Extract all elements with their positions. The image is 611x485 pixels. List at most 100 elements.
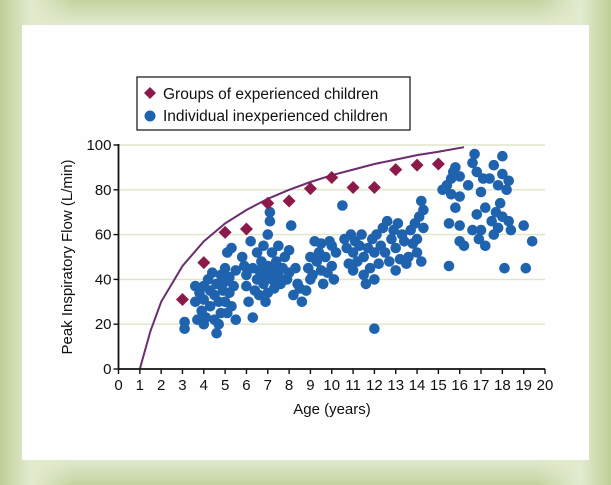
individual-point — [443, 260, 455, 272]
individual-point — [526, 236, 538, 247]
individual-point — [386, 233, 397, 245]
individual-point — [454, 220, 466, 231]
individual-point — [418, 222, 429, 234]
individual-point — [260, 296, 271, 308]
individual-point — [390, 242, 402, 254]
y-axis-title: Peak Inspiratory Flow (L/min) — [59, 159, 76, 354]
individual-point — [179, 316, 190, 328]
individual-point — [283, 245, 295, 256]
x-tick-label: 4 — [200, 377, 208, 394]
x-tick-label: 1 — [136, 377, 144, 394]
group-point — [218, 225, 232, 239]
legend-label-groups: Groups of experienced children — [163, 86, 378, 103]
individual-point — [416, 256, 427, 267]
individual-point — [480, 240, 491, 252]
individual-point — [230, 265, 242, 276]
x-tick-label: 12 — [366, 377, 383, 394]
individual-point — [296, 296, 308, 308]
individual-point — [480, 202, 491, 213]
group-point — [239, 222, 253, 236]
individual-point — [320, 251, 331, 263]
individual-point — [241, 280, 252, 292]
individual-point — [450, 162, 461, 173]
individual-point — [497, 150, 508, 162]
individual-point — [494, 197, 506, 209]
individual-point — [347, 247, 359, 258]
individual-point — [311, 256, 323, 267]
individual-point — [503, 175, 514, 187]
individual-point — [273, 240, 284, 252]
individual-point — [285, 220, 297, 231]
individual-point — [501, 184, 512, 196]
individual-point — [373, 258, 385, 270]
individual-point — [416, 195, 427, 207]
individual-point — [503, 215, 514, 227]
individual-point — [226, 301, 237, 312]
group-point — [367, 181, 381, 195]
individual-point — [454, 191, 466, 202]
individual-point — [300, 285, 312, 296]
x-tick-label: 0 — [114, 377, 122, 394]
individual-point — [462, 180, 474, 191]
individual-point — [467, 224, 478, 236]
x-axis-title: Age (years) — [293, 401, 371, 418]
individual-point — [354, 240, 365, 252]
group-point — [197, 256, 211, 270]
group-point — [325, 170, 339, 184]
individual-point — [469, 148, 480, 160]
individual-point — [458, 240, 470, 252]
legend-diamond-icon — [144, 87, 156, 99]
x-tick-label: 2 — [157, 377, 165, 394]
individual-point — [360, 278, 372, 290]
individual-point — [200, 312, 212, 323]
individual-point — [358, 251, 370, 263]
individual-point — [411, 247, 423, 258]
x-tick-label: 9 — [306, 377, 314, 394]
individual-point — [337, 200, 348, 211]
individual-point — [211, 278, 222, 290]
individual-point — [497, 168, 508, 180]
individual-point — [471, 166, 483, 178]
legend-box — [136, 76, 411, 131]
individual-point — [198, 294, 210, 305]
individual-point — [484, 173, 495, 184]
individual-point — [288, 289, 299, 301]
individual-point — [411, 233, 423, 245]
individual-point — [219, 262, 231, 274]
x-tick-label: 3 — [178, 377, 186, 394]
axes — [113, 144, 546, 374]
individual-point — [467, 157, 478, 169]
individual-point — [253, 289, 265, 301]
individual-point — [356, 229, 367, 240]
individual-point — [290, 262, 301, 274]
x-tick-label: 8 — [285, 377, 293, 394]
individual-point — [369, 323, 380, 335]
x-tick-label: 11 — [345, 377, 361, 394]
individual-point — [236, 251, 248, 263]
x-tick-labels: 0 1 2 3 4 5 6 7 8 9 10 11 12 13 14 15 16 17 18 19 20 — [114, 377, 553, 394]
individual-point — [266, 247, 278, 258]
group-point — [261, 196, 275, 210]
individual-point — [190, 296, 201, 308]
individual-point — [390, 265, 402, 276]
individual-point — [399, 236, 410, 247]
individual-point — [475, 186, 487, 198]
y-tick-label: 100 — [86, 137, 111, 154]
y-tick-label: 80 — [95, 182, 112, 199]
individual-point — [488, 159, 500, 171]
individual-point — [492, 222, 504, 234]
group-point — [175, 293, 189, 307]
individual-point — [264, 215, 276, 227]
individual-point — [258, 278, 269, 290]
x-tick-label: 19 — [515, 377, 532, 394]
individual-point — [262, 229, 274, 240]
individual-point — [204, 301, 216, 312]
individual-point — [384, 256, 395, 267]
group-points — [175, 157, 445, 307]
individual-point — [224, 271, 235, 283]
x-tick-label: 17 — [473, 377, 490, 394]
group-point — [303, 182, 317, 196]
individual-point — [364, 262, 376, 274]
individual-point — [213, 318, 224, 330]
x-tick-label: 15 — [430, 377, 447, 394]
